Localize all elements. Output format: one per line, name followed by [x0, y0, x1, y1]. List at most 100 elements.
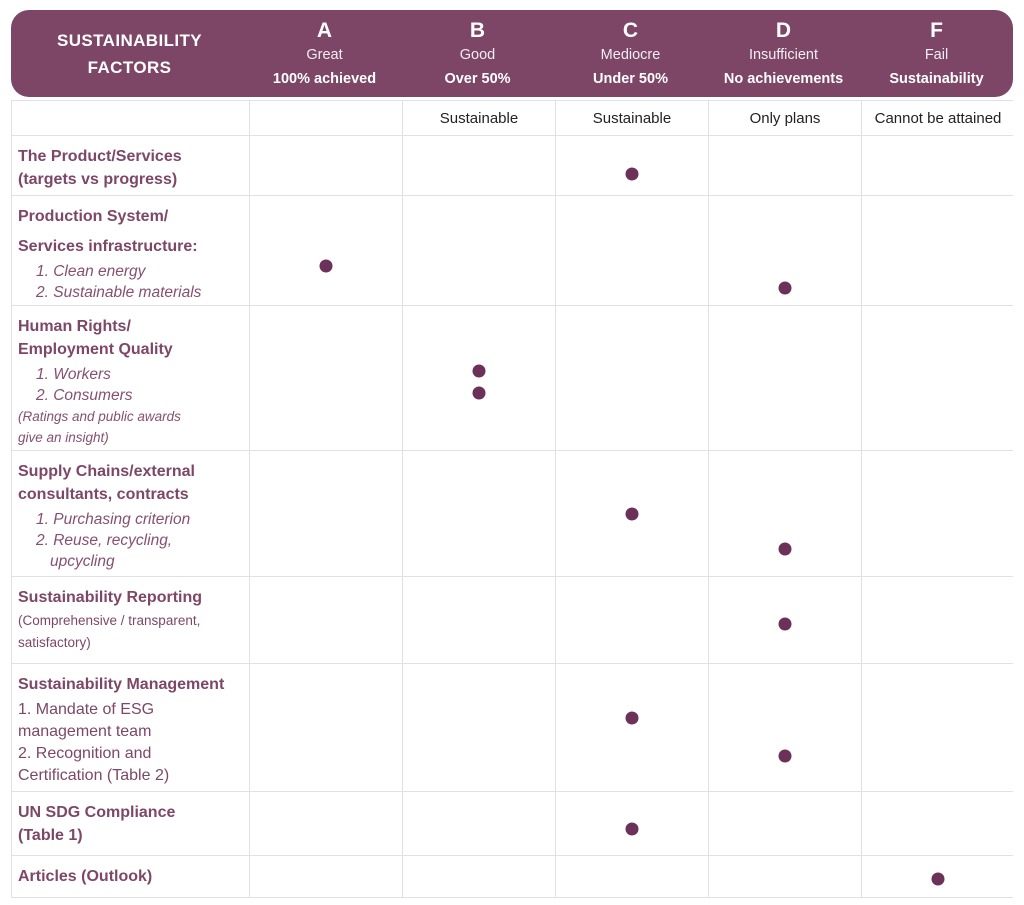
row-label-line: Articles (Outlook): [18, 868, 153, 885]
row-label-line: Sustainability Management: [18, 676, 225, 693]
status-dot: [778, 542, 792, 556]
table-row: Human Rights/Employment Quality 1. Worker…: [12, 306, 1013, 451]
row-label-line: The Product/Services: [18, 148, 182, 165]
grade-cell-B: [402, 664, 555, 791]
grade-cell-D: [708, 792, 861, 855]
row-label-line: 1. Mandate of ESG: [18, 701, 155, 718]
row-label: Sustainability Reporting (Comprehensive /…: [12, 577, 249, 663]
grade-cell-C: [555, 136, 708, 195]
row-label-line: upcycling: [50, 553, 115, 570]
grade-cell-A: [249, 792, 402, 855]
row-label-line: Production System/: [18, 208, 169, 225]
status-dot: [319, 259, 333, 273]
row-label: Sustainability Management 1. Mandate of E…: [12, 664, 249, 791]
grade-cell-C: [555, 306, 708, 450]
grade-name: Fail: [924, 47, 949, 63]
table-title-line2: FACTORS: [87, 57, 172, 77]
row-label-line: (Ratings and public awards: [18, 409, 181, 424]
grade-cell-D: [708, 451, 861, 576]
row-label-line: consultants, contracts: [18, 486, 189, 503]
table-row: Sustainability Management 1. Mandate of E…: [12, 664, 1013, 792]
row-label-line: management team: [18, 723, 152, 740]
grade-detail: No achievements: [723, 71, 844, 87]
row-label: The Product/Services (targets vs progress…: [12, 136, 249, 195]
subheader-spacer: [12, 101, 249, 135]
row-label-line: 1. Workers: [36, 366, 111, 383]
grade-cell-F: [861, 664, 1014, 791]
grade-cell-B: [402, 196, 555, 305]
subheader-row: Sustainable Sustainable Only plans Cannot b…: [12, 101, 1013, 136]
row-label-line: Employment Quality: [18, 341, 173, 358]
grade-cell-D: [708, 664, 861, 791]
grade-cell-F: [861, 306, 1014, 450]
grade-header-B: B Good Over 50%: [401, 10, 554, 97]
grade-detail: Under 50%: [593, 71, 668, 87]
row-label-line: UN SDG Compliance: [18, 804, 176, 821]
row-label-line: (Comprehensive / transparent,: [18, 613, 201, 628]
row-label-line: Sustainability Reporting: [18, 589, 203, 606]
grade-cell-A: [249, 196, 402, 305]
table-title: SUSTAINABILITY FACTORS: [11, 10, 248, 97]
grade-cell-D: [708, 136, 861, 195]
grade-detail: Sustainability: [889, 71, 984, 87]
grade-cell-A: [249, 136, 402, 195]
grade-subheader-A: [249, 101, 402, 135]
table-title-line1: SUSTAINABILITY: [56, 30, 203, 50]
status-dot: [625, 822, 639, 836]
table-row: Sustainability Reporting (Comprehensive /…: [12, 577, 1013, 664]
grade-letter: F: [930, 19, 943, 42]
grade-name: Mediocre: [600, 47, 661, 63]
row-label: Supply Chains/external consultants, contr…: [12, 451, 249, 576]
row-label-line: 2. Consumers: [36, 387, 133, 404]
grade-detail: 100% achieved: [272, 71, 377, 87]
grade-cell-C: [555, 792, 708, 855]
row-label-line: 1. Purchasing criterion: [36, 511, 191, 528]
grade-cell-B: [402, 306, 555, 450]
table-row: Articles (Outlook): [12, 856, 1013, 898]
grade-cell-F: [861, 856, 1014, 897]
grade-cell-D: [708, 196, 861, 305]
row-label-line: satisfactory): [18, 635, 91, 650]
row-label-line: 2. Recognition and: [18, 745, 152, 762]
grade-detail: Over 50%: [444, 71, 511, 87]
status-dot: [625, 167, 639, 181]
table-row: The Product/Services (targets vs progress…: [12, 136, 1013, 196]
grade-subheader-B: Sustainable: [402, 101, 555, 135]
status-dot: [625, 711, 639, 725]
table-row: Supply Chains/external consultants, contr…: [12, 451, 1013, 577]
grade-cell-B: [402, 451, 555, 576]
status-dot: [778, 617, 792, 631]
factors-grid: Sustainable Sustainable Only plans Cannot b…: [11, 100, 1013, 898]
grade-letter: C: [622, 19, 639, 42]
row-label-line: give an insight): [18, 430, 109, 445]
grade-cell-F: [861, 451, 1014, 576]
grade-subheader-C: Sustainable: [555, 101, 708, 135]
grade-letter: D: [775, 19, 792, 42]
row-label-line: 2. Reuse, recycling,: [36, 532, 173, 549]
status-dot: [472, 364, 486, 378]
grade-cell-A: [249, 856, 402, 897]
grade-cell-B: [402, 577, 555, 663]
grade-header-D: D Insufficient No achievements: [707, 10, 860, 97]
grade-cell-D: [708, 577, 861, 663]
status-dot: [625, 507, 639, 521]
grade-cell-A: [249, 577, 402, 663]
grade-cell-F: [861, 136, 1014, 195]
grade-cell-C: [555, 196, 708, 305]
grade-letter: A: [316, 19, 333, 42]
grade-cell-C: [555, 664, 708, 791]
row-label: Human Rights/Employment Quality 1. Worker…: [12, 306, 249, 450]
grade-cell-C: [555, 577, 708, 663]
grade-name: Great: [306, 47, 343, 63]
grade-cell-F: [861, 792, 1014, 855]
grade-cell-A: [249, 664, 402, 791]
grade-subheader-F: Cannot be attained: [861, 101, 1014, 135]
status-dot: [931, 872, 945, 886]
grade-letter: B: [469, 19, 486, 42]
row-label: Articles (Outlook): [12, 856, 249, 897]
grade-cell-C: [555, 856, 708, 897]
row-label: UN SDG Compliance (Table 1): [12, 792, 249, 855]
grade-cell-A: [249, 451, 402, 576]
grade-cell-D: [708, 856, 861, 897]
